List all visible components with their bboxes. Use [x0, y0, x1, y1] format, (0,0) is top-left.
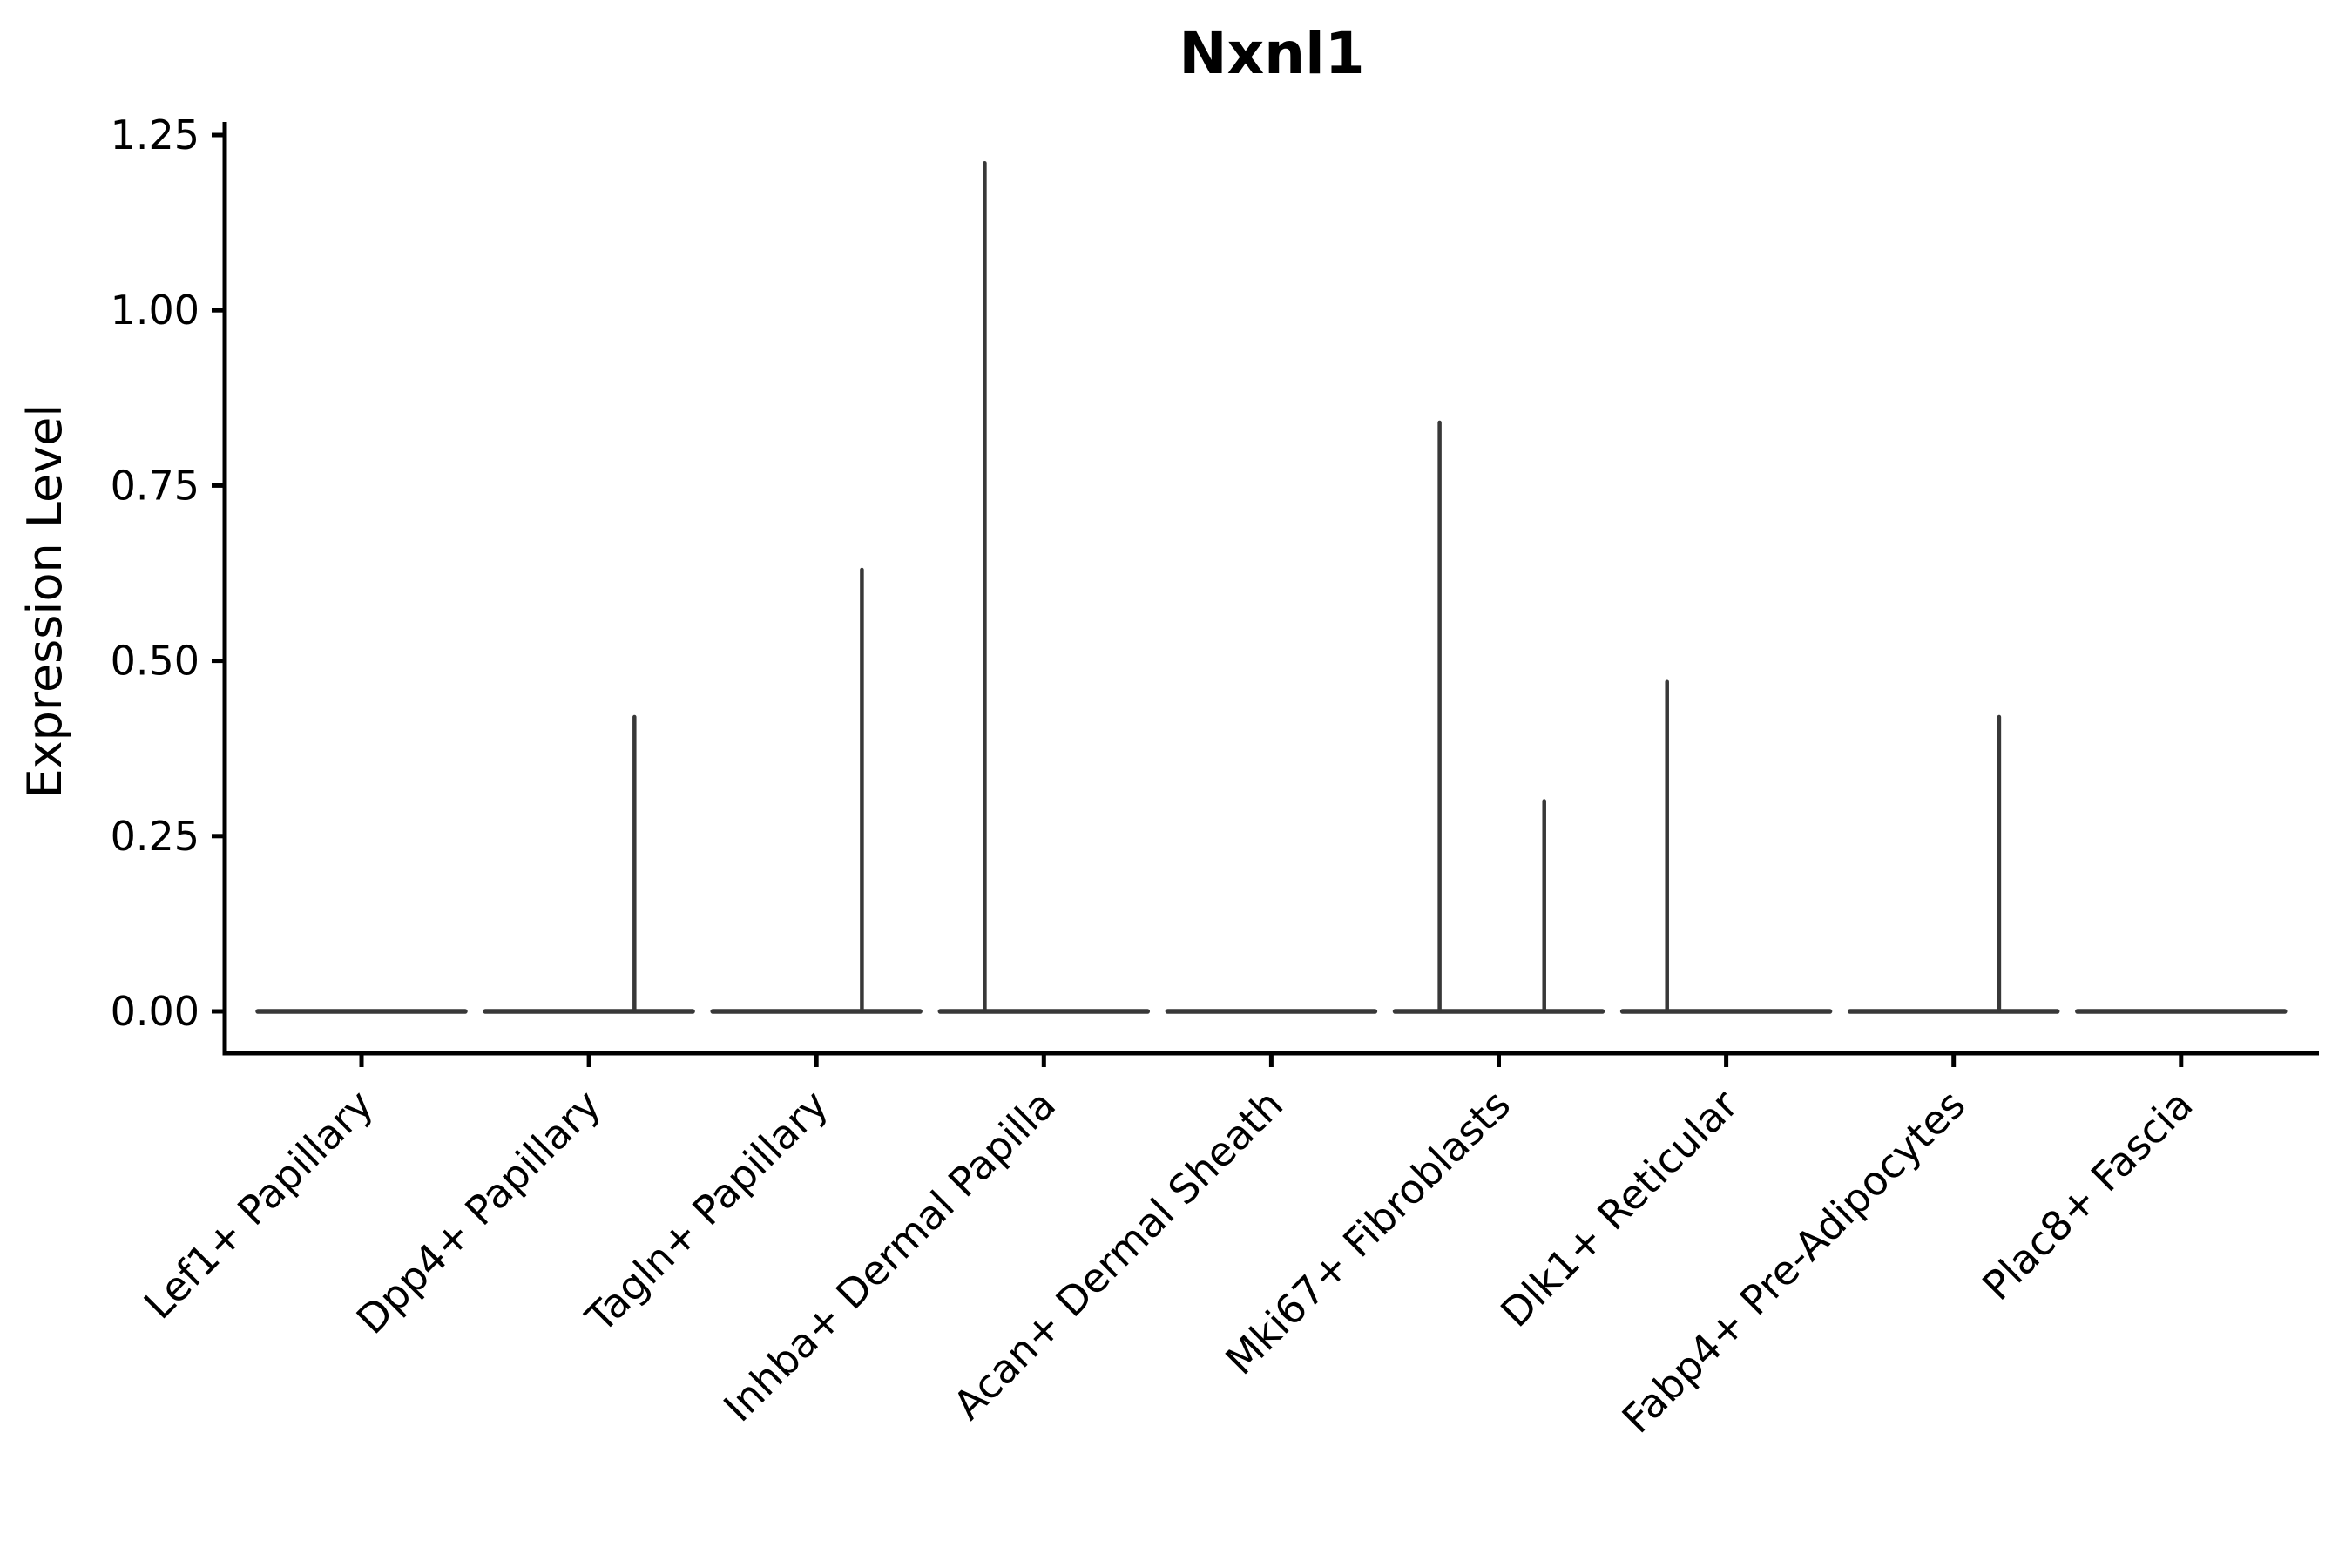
y-tick-label: 1.00 [111, 287, 199, 334]
x-tick-label: Dpp4+ Papillary [348, 1081, 610, 1343]
y-axis: 0.00 0.25 0.50 0.75 1.00 1.25 [111, 112, 225, 1035]
chart-title: Nxnl1 [1179, 20, 1364, 87]
axes-spines [222, 122, 2319, 1056]
y-tick-label: 0.75 [111, 462, 199, 509]
y-tick-label: 0.50 [111, 638, 199, 685]
y-tick-label: 0.25 [111, 813, 199, 860]
y-axis-title: Expression Level [17, 404, 72, 799]
x-tick-label: Dlk1+ Reticular [1491, 1081, 1747, 1336]
y-tick-label: 1.25 [111, 112, 199, 159]
x-tick-label: Plac8+ Fascia [1973, 1081, 2201, 1309]
x-tick-label: Tagln+ Papillary [576, 1081, 837, 1342]
y-tick-label: 0.00 [111, 988, 199, 1035]
x-tick-label: Lef1+ Papillary [135, 1081, 382, 1328]
violins-layer [255, 160, 2288, 1014]
